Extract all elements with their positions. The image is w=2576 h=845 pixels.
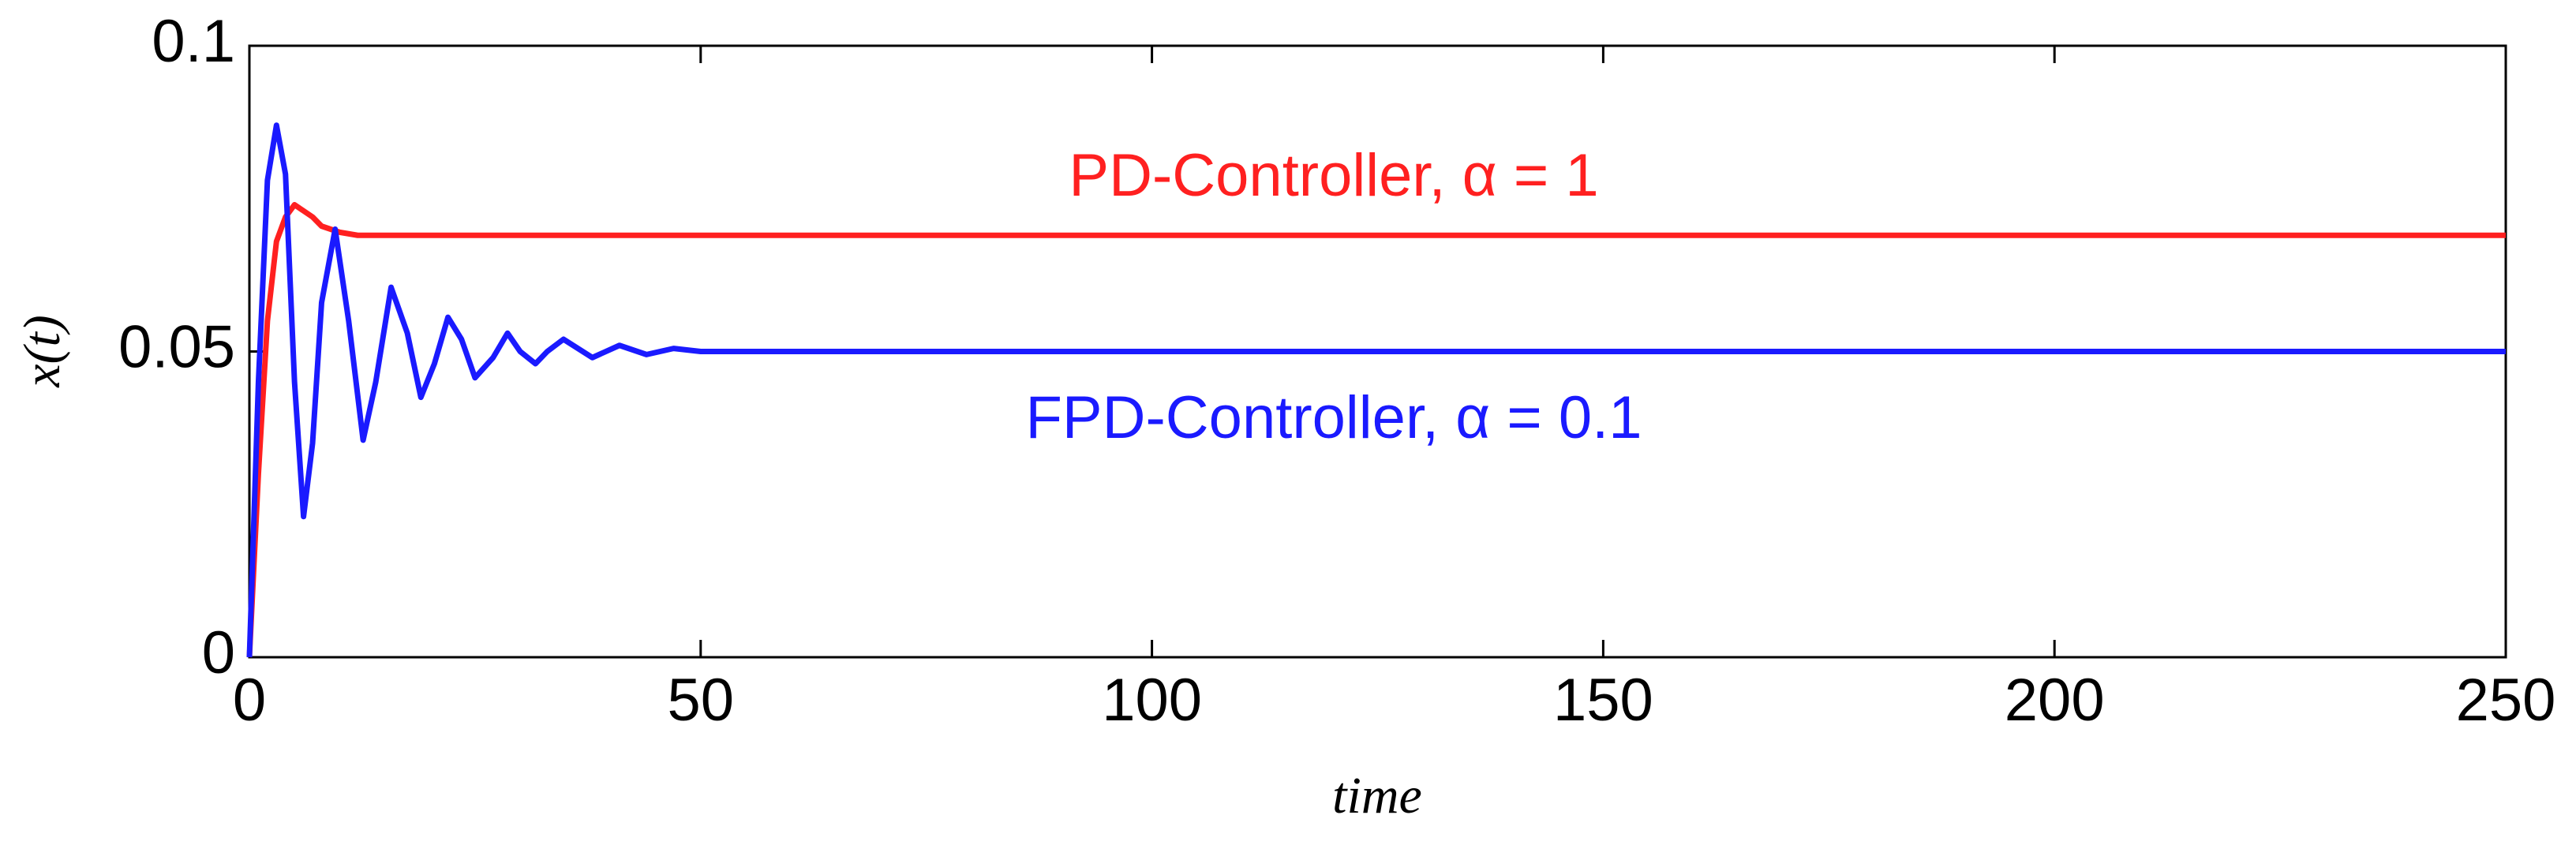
x-tick-label: 50 <box>668 667 735 734</box>
x-tick-label: 0 <box>233 667 266 734</box>
y-tick-label: 0 <box>202 619 235 686</box>
series-line <box>246 122 2506 658</box>
x-tick-label: 250 <box>2456 667 2556 734</box>
x-tick-label: 150 <box>1553 667 1653 734</box>
series-label: FPD-Controller, α = 0.1 <box>1025 384 1642 451</box>
x-axis-label: time <box>1332 767 1422 824</box>
y-axis-label: x(t) <box>13 315 71 388</box>
series-line <box>246 202 2506 658</box>
y-tick-label: 0.05 <box>118 314 235 381</box>
x-tick-label: 100 <box>1102 667 1202 734</box>
series-label: PD-Controller, α = 1 <box>1069 142 1598 209</box>
y-tick-label: 0.1 <box>152 8 235 75</box>
x-tick-label: 200 <box>2005 667 2105 734</box>
